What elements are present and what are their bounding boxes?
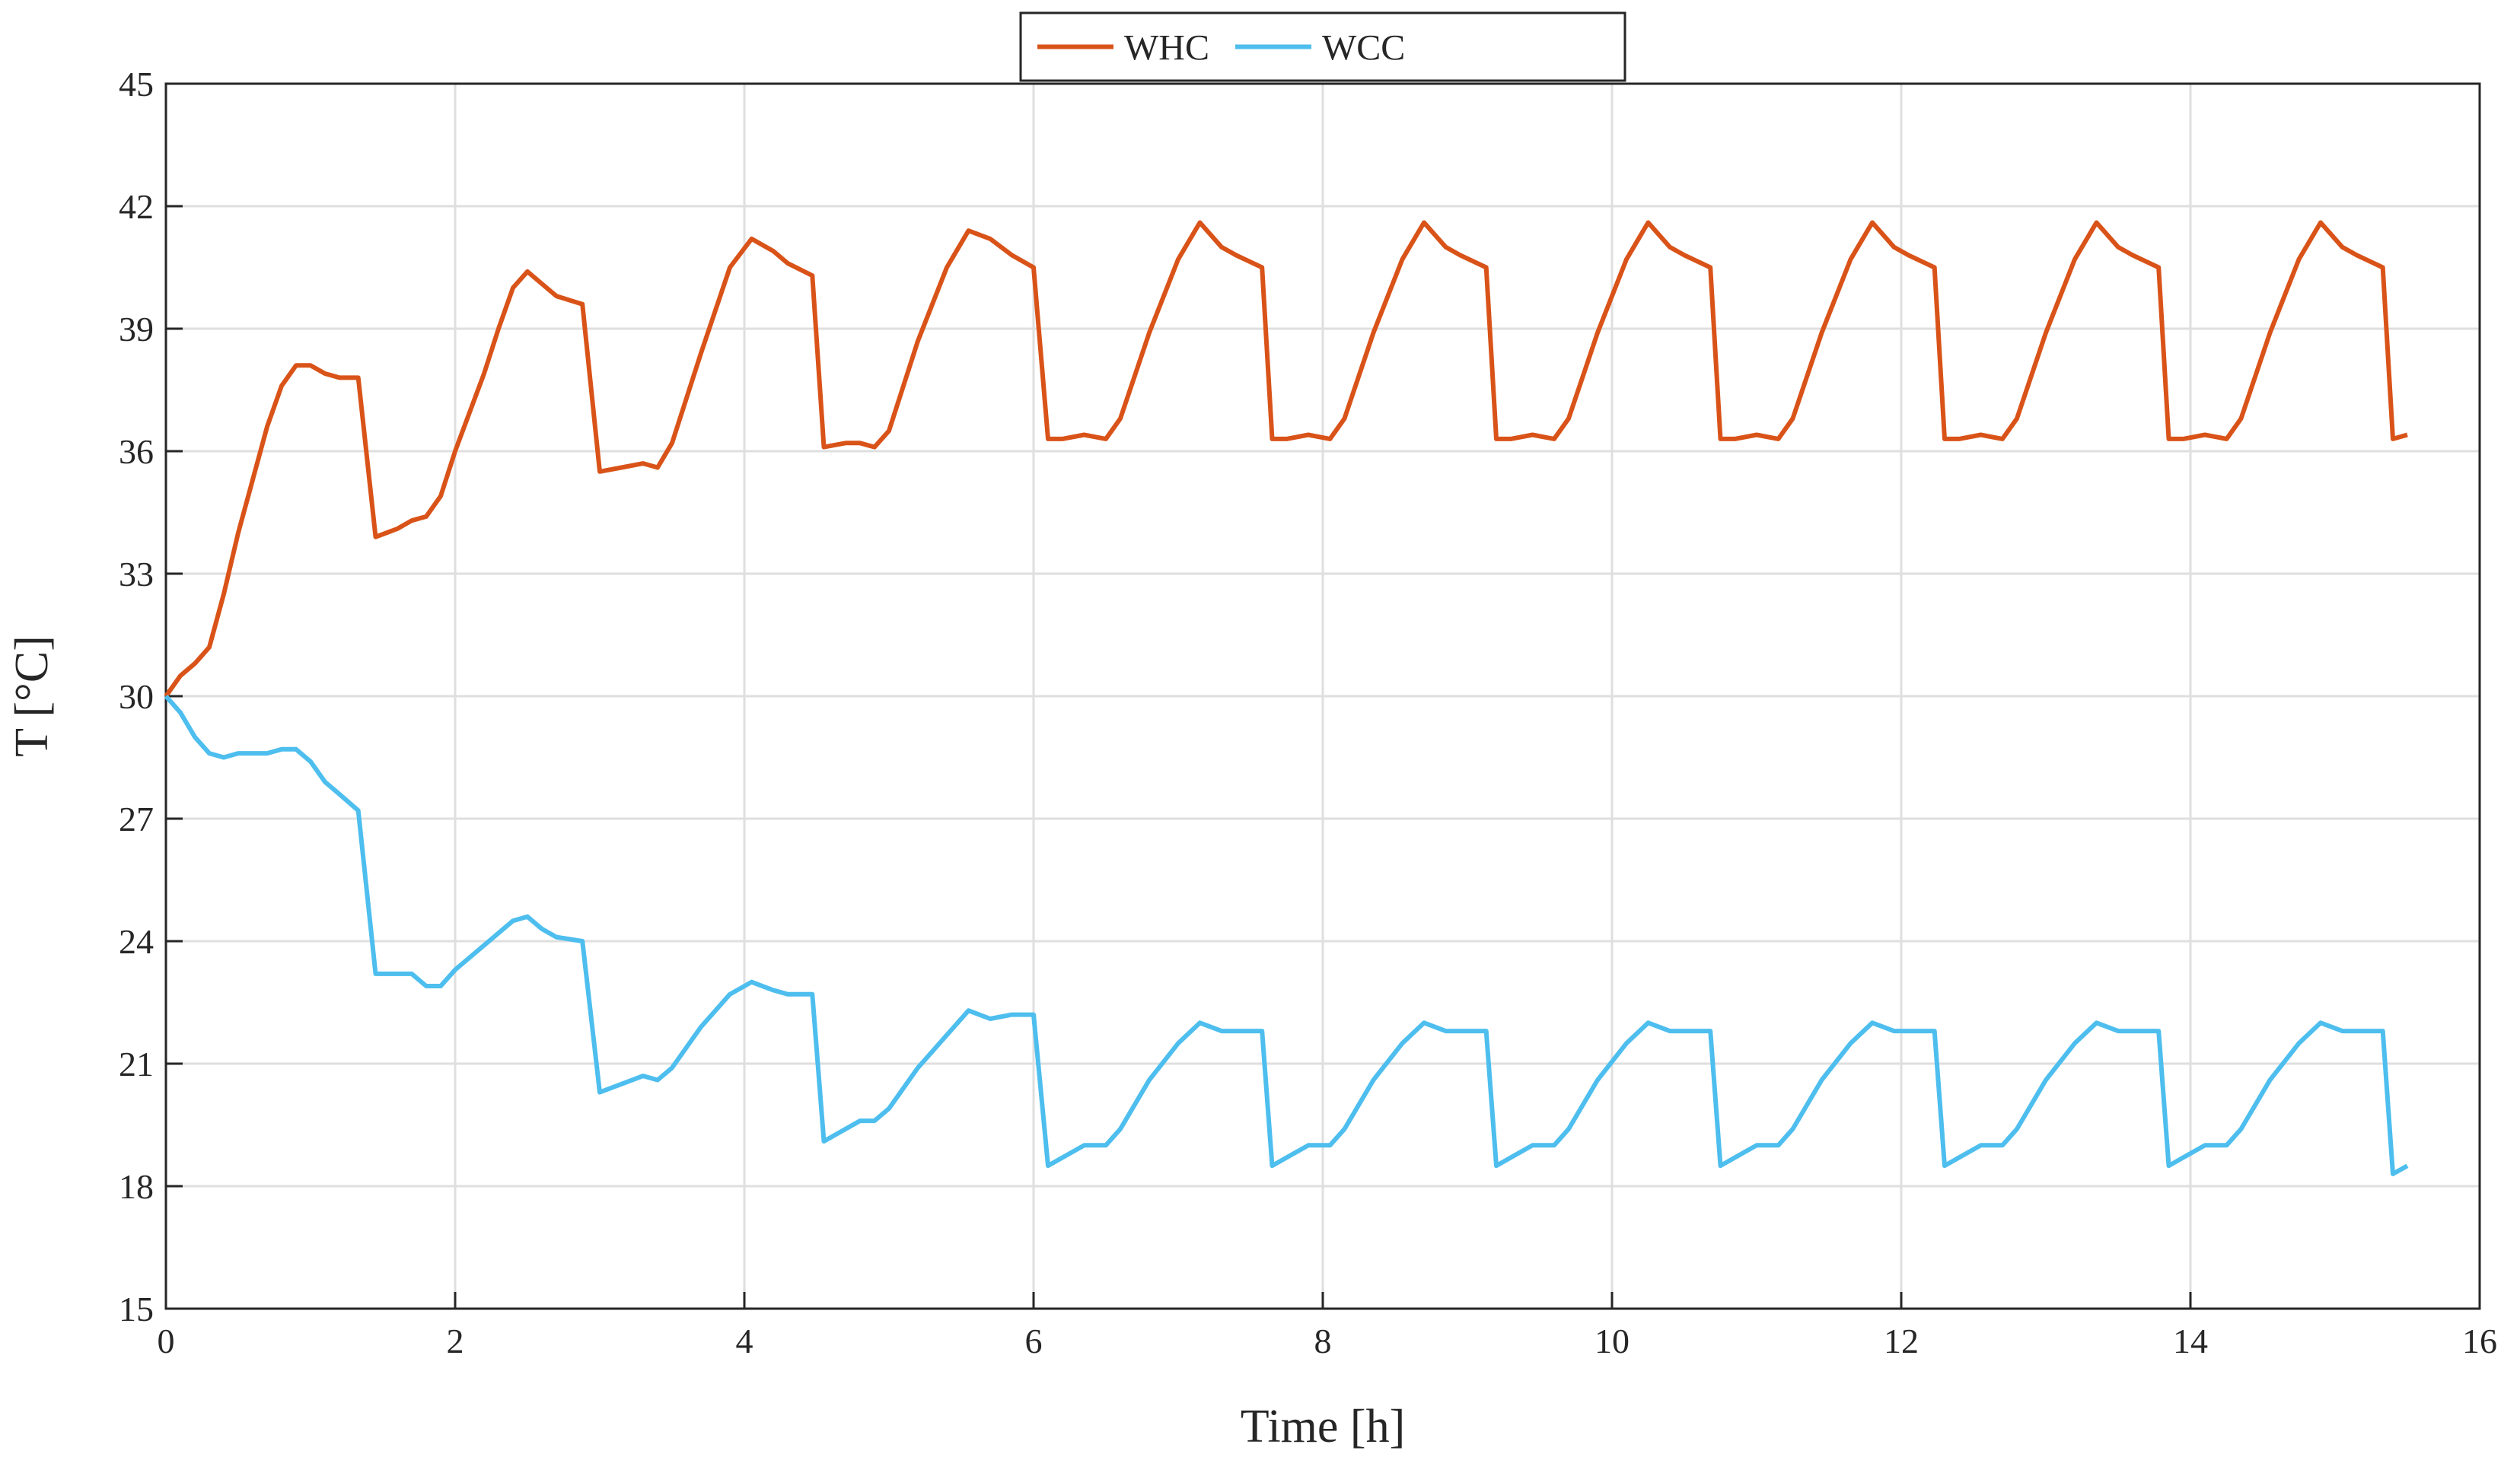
legend-box [1019,11,1626,82]
series-line [164,220,2408,698]
y-tick-label: 45 [119,65,154,103]
y-axis-label: T [°C] [6,635,58,757]
x-tick-label: 14 [2173,1322,2208,1360]
x-tick-label: 0 [158,1322,175,1360]
x-tick-label: 2 [447,1322,464,1360]
x-tick-label: 8 [1314,1322,1332,1360]
y-tick-label: 30 [119,677,154,716]
y-tick-label: 39 [119,310,154,348]
y-tick-label: 33 [119,555,154,593]
y-tick-label: 27 [119,800,154,838]
y-tick-label: 15 [119,1290,154,1328]
y-tick-label: 36 [119,432,154,471]
x-tick-label: 16 [2462,1322,2497,1360]
y-tick-label: 24 [119,922,154,961]
legend-label: WHC [1124,28,1209,68]
x-tick-label: 4 [736,1322,753,1360]
x-axis-label: Time [h] [1241,1401,1405,1452]
x-tick-label: 6 [1025,1322,1043,1360]
series-line [164,695,2409,1176]
y-tick-label: 18 [119,1167,154,1206]
legend-label: WCC [1322,28,1405,68]
x-tick-label: 12 [1884,1322,1919,1360]
y-tick-label: 21 [119,1045,154,1083]
y-tick-label: 42 [119,187,154,226]
x-tick-label: 10 [1595,1322,1630,1360]
